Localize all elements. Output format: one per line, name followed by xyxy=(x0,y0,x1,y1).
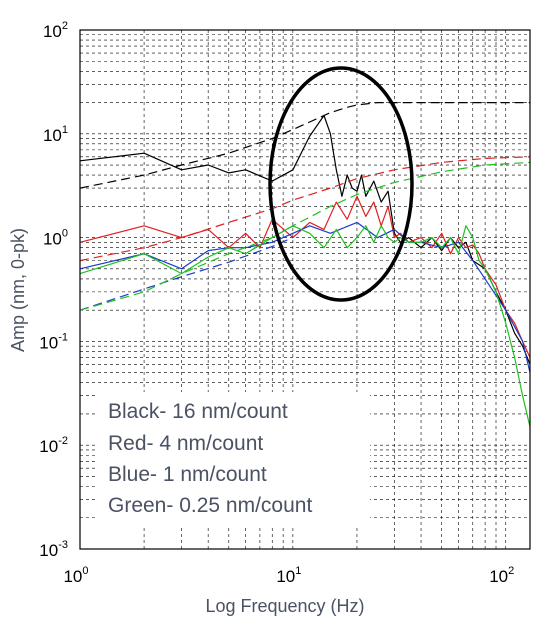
x-tick-label: 102 xyxy=(489,565,514,586)
y-tick-label: 10-2 xyxy=(39,435,68,456)
series-line-5-dashed xyxy=(79,237,294,311)
legend-item-green: Green- 0.25 nm/count xyxy=(108,494,312,517)
y-tick-label: 10-1 xyxy=(39,331,68,352)
y-tick-label: 10-3 xyxy=(39,539,68,560)
tick-labels: 100 101 102 10-3 10-2 10-1 100 101 102 xyxy=(39,20,514,586)
legend-item-red: Red- 4 nm/count xyxy=(108,432,263,455)
series-line-3-dashed xyxy=(79,156,531,262)
legend-box xyxy=(98,392,370,526)
series-layer xyxy=(79,101,531,428)
legend-item-black: Black- 16 nm/count xyxy=(108,400,288,423)
series-line-6-solid xyxy=(79,225,531,428)
x-tick-label: 100 xyxy=(63,565,88,586)
x-axis-title: Log Frequency (Hz) xyxy=(205,596,364,616)
y-tick-label: 102 xyxy=(43,20,68,41)
y-axis-title: Amp (nm, 0-pk) xyxy=(8,228,28,352)
series-line-2-solid xyxy=(79,195,531,358)
series-line-7-dashed xyxy=(79,161,531,311)
highlight-ellipse-annotation xyxy=(268,66,414,302)
x-tick-label: 101 xyxy=(276,565,301,586)
y-tick-label: 101 xyxy=(43,124,68,145)
y-tick-label: 100 xyxy=(43,228,68,249)
series-line-1-dashed xyxy=(79,101,530,189)
legend-item-blue: Blue- 1 nm/count xyxy=(108,463,267,486)
plot-frame xyxy=(79,29,531,550)
